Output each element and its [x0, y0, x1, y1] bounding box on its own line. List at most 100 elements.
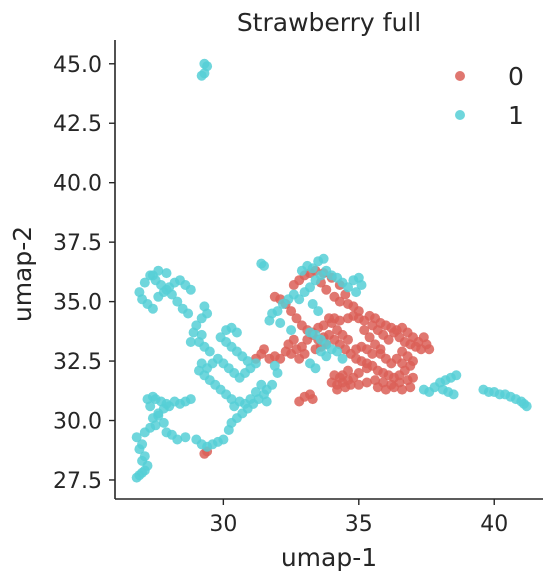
data-point	[343, 365, 353, 376]
data-point	[286, 306, 297, 317]
data-point	[313, 306, 324, 317]
data-point	[424, 344, 435, 355]
data-point	[408, 372, 418, 383]
data-point	[332, 346, 343, 357]
data-point	[267, 379, 278, 390]
data-point	[364, 332, 375, 343]
x-ticks: 30 35 40	[209, 499, 508, 537]
y-tick-label: 45.0	[53, 53, 102, 78]
points-layer	[131, 58, 532, 483]
legend-marker-0	[455, 71, 465, 81]
x-tick-label: 35	[345, 512, 373, 537]
data-point	[359, 325, 370, 336]
series-0	[199, 265, 435, 459]
legend: 01	[455, 62, 524, 130]
data-point	[172, 434, 183, 445]
data-point	[177, 303, 188, 314]
data-point	[351, 287, 362, 298]
data-point	[288, 334, 299, 345]
data-point	[332, 325, 343, 336]
data-point	[256, 379, 267, 390]
data-point	[356, 280, 367, 290]
y-tick-label: 35.0	[53, 291, 102, 316]
data-point	[269, 291, 280, 302]
data-point	[305, 282, 315, 293]
data-point	[259, 344, 269, 355]
data-point	[180, 432, 191, 443]
data-point	[326, 377, 337, 388]
data-point	[231, 327, 242, 338]
data-point	[131, 432, 142, 443]
data-point	[361, 377, 372, 388]
data-point	[521, 401, 532, 412]
data-point	[286, 325, 297, 336]
data-point	[199, 301, 210, 312]
x-tick-label: 40	[480, 512, 508, 537]
legend-marker-1	[455, 110, 465, 120]
data-point	[337, 353, 348, 364]
data-point	[321, 284, 332, 295]
data-point	[343, 282, 353, 293]
data-point	[334, 296, 345, 307]
data-point	[326, 318, 337, 328]
data-point	[153, 410, 164, 421]
data-point	[334, 315, 345, 326]
data-point	[353, 306, 364, 317]
legend-label-1: 1	[508, 101, 524, 130]
data-point	[250, 358, 261, 369]
data-point	[361, 363, 372, 374]
y-tick-label: 27.5	[53, 469, 102, 494]
data-point	[451, 370, 462, 381]
data-point	[139, 277, 150, 288]
data-point	[307, 394, 318, 405]
data-point	[196, 70, 207, 81]
data-point	[147, 303, 158, 314]
data-point	[147, 270, 158, 281]
data-point	[389, 382, 399, 393]
y-axis-label: umap-2	[8, 226, 37, 322]
data-point	[448, 389, 459, 400]
data-point	[318, 253, 329, 264]
data-point	[191, 320, 202, 331]
data-point	[367, 320, 378, 331]
data-point	[294, 396, 305, 407]
data-point	[275, 318, 286, 328]
data-point	[318, 320, 329, 331]
y-tick-label: 32.5	[53, 350, 102, 375]
data-point	[321, 351, 332, 362]
data-point	[332, 384, 343, 395]
y-ticks: 27.5 30.0 32.5 35.0 37.5 40.0 42.5 45.0	[53, 53, 115, 494]
data-point	[405, 382, 416, 393]
y-tick-label: 37.5	[53, 231, 102, 256]
x-tick-label: 30	[209, 512, 237, 537]
data-point	[380, 384, 391, 395]
x-axis-label: umap-1	[281, 543, 377, 572]
y-tick-label: 30.0	[53, 410, 102, 435]
data-point	[158, 417, 169, 428]
data-point	[137, 439, 148, 450]
data-point	[172, 296, 183, 307]
data-point	[161, 268, 172, 279]
data-point	[302, 260, 313, 271]
data-point	[185, 284, 196, 295]
data-point	[250, 387, 261, 397]
data-point	[345, 379, 356, 390]
data-point	[291, 313, 302, 324]
chart-title: Strawberry full	[237, 8, 421, 37]
data-point	[196, 329, 207, 340]
legend-label-0: 0	[508, 62, 524, 91]
data-point	[261, 396, 272, 407]
data-point	[310, 363, 321, 374]
data-point	[218, 434, 229, 445]
data-point	[259, 260, 269, 271]
data-point	[269, 360, 280, 371]
series-1	[131, 58, 532, 483]
data-point	[296, 320, 307, 331]
data-point	[264, 315, 275, 326]
data-point	[215, 332, 226, 343]
data-point	[185, 394, 196, 405]
data-point	[397, 358, 408, 369]
data-point	[367, 348, 378, 359]
y-tick-label: 40.0	[53, 172, 102, 197]
